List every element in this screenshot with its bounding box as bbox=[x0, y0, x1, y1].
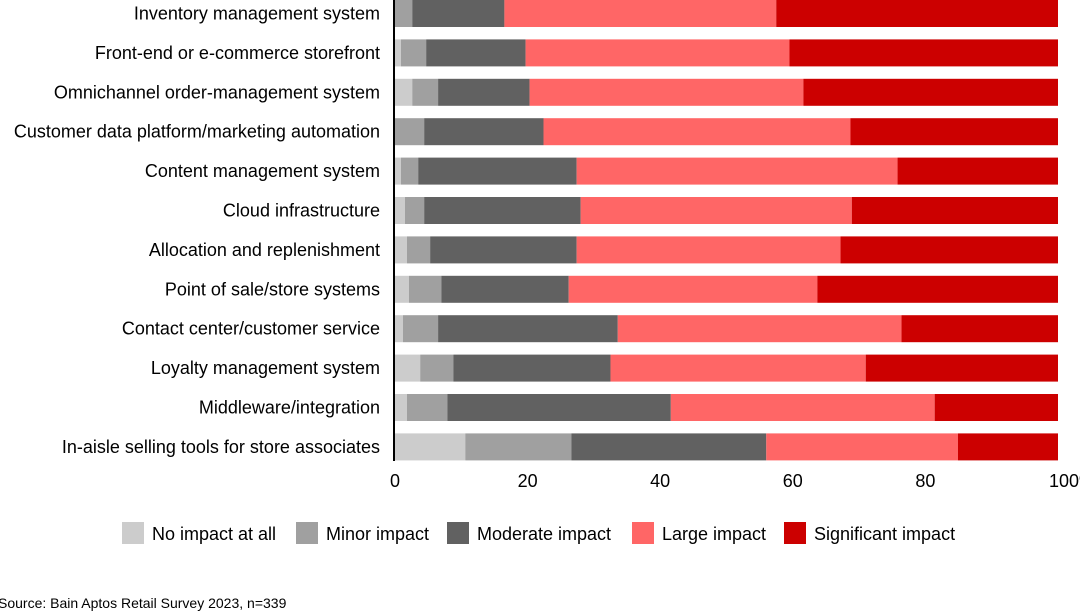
bar-segment-significant-impact-8 bbox=[901, 315, 1058, 343]
bar-segment-large-impact-6 bbox=[576, 236, 841, 264]
bar-segment-significant-impact-0 bbox=[776, 0, 1058, 27]
bar-segment-no-impact-at-all-6 bbox=[395, 236, 407, 264]
bar-segment-minor-impact-11 bbox=[465, 433, 572, 461]
legend: No impact at all Minor impact Moderate imp… bbox=[122, 522, 955, 544]
bar-segment-no-impact-at-all-2 bbox=[395, 78, 413, 106]
bar-segment-no-impact-at-all-9 bbox=[395, 354, 421, 382]
bar-segment-large-impact-11 bbox=[766, 433, 958, 461]
bar-segment-large-impact-9 bbox=[610, 354, 866, 382]
x-tick-label: 60 bbox=[783, 471, 803, 491]
source-note: Source: Bain Aptos Retail Survey 2023, n… bbox=[0, 595, 287, 611]
bar-segment-significant-impact-9 bbox=[865, 354, 1058, 382]
category-labels: Inventory management system Front-end or … bbox=[14, 4, 380, 457]
bar-segment-significant-impact-11 bbox=[957, 433, 1058, 461]
x-tick-label: 40 bbox=[650, 471, 670, 491]
category-label: Loyalty management system bbox=[151, 358, 380, 378]
legend-swatch bbox=[296, 522, 318, 544]
bar-segment-moderate-impact-5 bbox=[424, 197, 581, 224]
bar-segment-no-impact-at-all-8 bbox=[395, 315, 403, 343]
bar-segment-significant-impact-1 bbox=[789, 39, 1058, 67]
category-label: Customer data platform/marketing automat… bbox=[14, 122, 380, 142]
bar-segment-large-impact-0 bbox=[504, 0, 777, 27]
bar-segment-moderate-impact-6 bbox=[430, 236, 577, 264]
bar-segment-minor-impact-8 bbox=[402, 315, 439, 343]
bar-segment-moderate-impact-11 bbox=[571, 433, 767, 461]
bar-segment-no-impact-at-all-1 bbox=[395, 39, 401, 67]
bar-segment-minor-impact-6 bbox=[406, 236, 431, 264]
bar-segment-no-impact-at-all-11 bbox=[395, 433, 466, 461]
bar-segment-moderate-impact-7 bbox=[441, 275, 569, 303]
bar-segment-minor-impact-5 bbox=[404, 197, 425, 224]
category-label: Middleware/integration bbox=[199, 398, 380, 418]
category-label: Contact center/customer service bbox=[122, 319, 380, 339]
bar-segment-significant-impact-4 bbox=[897, 157, 1058, 185]
bar-segment-moderate-impact-8 bbox=[438, 315, 618, 343]
legend-label: No impact at all bbox=[152, 524, 276, 544]
bar-segment-significant-impact-10 bbox=[934, 394, 1058, 421]
legend-swatch bbox=[632, 522, 654, 544]
bar-segment-minor-impact-10 bbox=[406, 394, 448, 421]
bar-segment-moderate-impact-1 bbox=[426, 39, 526, 67]
bar-segment-large-impact-7 bbox=[568, 275, 818, 303]
bar-segment-moderate-impact-2 bbox=[438, 78, 530, 106]
bar-segment-moderate-impact-10 bbox=[447, 394, 671, 421]
legend-swatch bbox=[122, 522, 144, 544]
bar-segment-no-impact-at-all-5 bbox=[395, 197, 405, 224]
legend-label: Minor impact bbox=[326, 524, 429, 544]
bar-segment-minor-impact-7 bbox=[408, 275, 442, 303]
x-tick-label: 0 bbox=[390, 471, 400, 491]
bar-segment-minor-impact-0 bbox=[395, 0, 413, 27]
legend-label: Significant impact bbox=[814, 524, 955, 544]
bar-segment-moderate-impact-9 bbox=[453, 354, 611, 382]
bar-segment-moderate-impact-4 bbox=[418, 157, 577, 185]
legend-label: Moderate impact bbox=[477, 524, 611, 544]
bar-segment-significant-impact-3 bbox=[850, 118, 1058, 146]
category-label: Point of sale/store systems bbox=[165, 279, 380, 299]
bar-segment-moderate-impact-3 bbox=[424, 118, 544, 146]
bar-segment-large-impact-3 bbox=[543, 118, 851, 146]
category-label: Cloud infrastructure bbox=[223, 201, 380, 221]
bar-segment-large-impact-1 bbox=[525, 39, 790, 67]
bar-segment-minor-impact-1 bbox=[400, 39, 427, 67]
bar-segment-significant-impact-2 bbox=[803, 78, 1058, 106]
bar-segment-large-impact-8 bbox=[617, 315, 902, 343]
bar-segment-minor-impact-9 bbox=[420, 354, 454, 382]
bar-segment-significant-impact-7 bbox=[817, 275, 1058, 303]
bar-segment-no-impact-at-all-4 bbox=[395, 157, 401, 185]
category-label: Omnichannel order-management system bbox=[54, 82, 380, 102]
bar-segment-no-impact-at-all-7 bbox=[395, 275, 409, 303]
bar-segment-no-impact-at-all-10 bbox=[395, 394, 407, 421]
category-label: In-aisle selling tools for store associa… bbox=[62, 437, 380, 457]
legend-swatch bbox=[447, 522, 469, 544]
legend-label: Large impact bbox=[662, 524, 766, 544]
category-label: Allocation and replenishment bbox=[149, 240, 380, 260]
bar-segment-minor-impact-4 bbox=[400, 157, 419, 185]
bar-segment-large-impact-4 bbox=[576, 157, 898, 185]
x-axis-ticks: 0 20 40 60 80 100% bbox=[390, 471, 1080, 491]
bar-segment-significant-impact-5 bbox=[851, 197, 1058, 224]
bar-segment-significant-impact-6 bbox=[840, 236, 1058, 264]
bar-segment-moderate-impact-0 bbox=[412, 0, 505, 27]
bar-segment-minor-impact-2 bbox=[412, 78, 439, 106]
x-tick-label: 80 bbox=[915, 471, 935, 491]
category-label: Front-end or e-commerce storefront bbox=[95, 43, 380, 63]
x-tick-label: 100% bbox=[1049, 471, 1080, 491]
bar-segment-large-impact-2 bbox=[529, 78, 804, 106]
bar-segment-large-impact-5 bbox=[580, 197, 852, 224]
legend-swatch bbox=[784, 522, 806, 544]
category-label: Content management system bbox=[145, 161, 380, 181]
bar-segment-minor-impact-3 bbox=[395, 118, 425, 146]
bars bbox=[395, 0, 1058, 461]
bar-segment-large-impact-10 bbox=[670, 394, 935, 421]
x-tick-label: 20 bbox=[518, 471, 538, 491]
category-label: Inventory management system bbox=[134, 4, 380, 24]
